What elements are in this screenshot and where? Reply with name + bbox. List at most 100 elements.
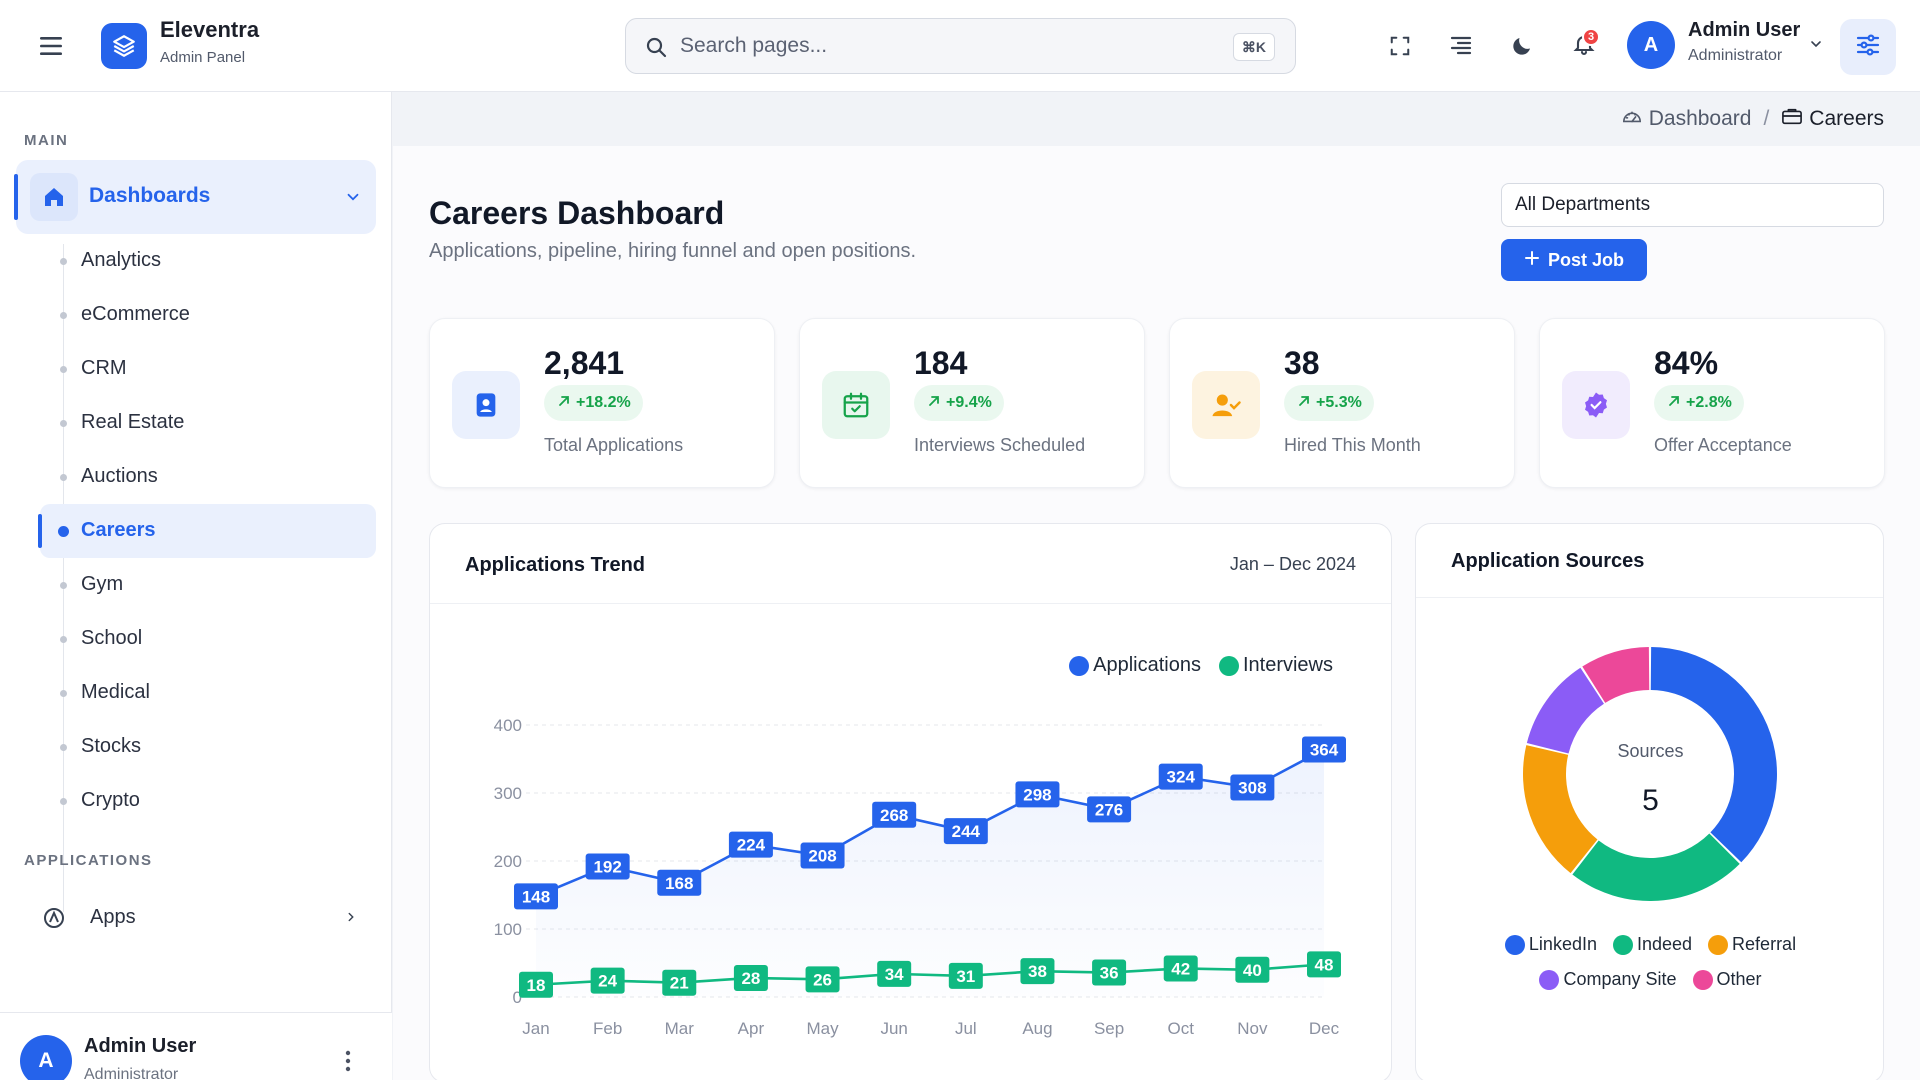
sidebar-item-label: Careers xyxy=(81,519,156,541)
sidebar-item-ecommerce[interactable]: eCommerce xyxy=(40,288,376,342)
sidebar-item-label: Analytics xyxy=(81,249,162,271)
breadcrumb-current: Careers xyxy=(1781,106,1884,132)
legend-dot xyxy=(1692,969,1713,990)
sidebar: MAIN Dashboards Analytics eCommerce CRM … xyxy=(0,92,392,1080)
data-label: 192 xyxy=(593,857,621,876)
sidebar-item-medical[interactable]: Medical xyxy=(40,666,376,720)
stat-change: +9.4% xyxy=(946,394,992,411)
user-check-icon xyxy=(1192,371,1260,439)
data-point xyxy=(805,966,840,993)
legend-label: Applications xyxy=(1093,654,1201,676)
sidebar-item-crypto[interactable]: Crypto xyxy=(40,774,376,828)
stat-label: Hired This Month xyxy=(1284,435,1421,455)
chevron-down-icon xyxy=(344,188,362,211)
legend-label: Interviews xyxy=(1242,654,1333,676)
stat-change-badge: +9.4% xyxy=(914,385,1004,421)
sidebar-item-label: Dashboards xyxy=(89,184,211,207)
legend-item[interactable]: Referral xyxy=(1708,934,1796,955)
data-label: 38 xyxy=(1028,962,1047,981)
data-point xyxy=(1235,956,1270,983)
settings-button[interactable] xyxy=(1840,19,1896,75)
search-icon xyxy=(644,35,668,64)
data-label: 276 xyxy=(1095,800,1123,819)
x-tick-label: May xyxy=(806,1019,839,1038)
footer-user-role: Administrator xyxy=(84,1066,179,1080)
notifications-button[interactable]: 3 xyxy=(1566,28,1602,64)
sliders-icon xyxy=(1855,33,1881,62)
sidebar-item-label: Real Estate xyxy=(81,411,185,433)
trend-up-icon xyxy=(1296,393,1312,414)
sidebar-item-dashboards[interactable]: Dashboards xyxy=(14,160,376,234)
breadcrumb-separator: / xyxy=(1763,107,1770,130)
stat-change-badge: +2.8% xyxy=(1654,385,1744,421)
section-label-applications: APPLICATIONS xyxy=(24,852,153,869)
donut-center-label: Sources xyxy=(1617,741,1684,761)
legend-item[interactable]: Interviews xyxy=(1218,654,1333,677)
legend-dot xyxy=(1708,934,1729,955)
align-icon[interactable] xyxy=(1443,28,1479,64)
sidebar-item-school[interactable]: School xyxy=(40,612,376,666)
stat-change: +5.3% xyxy=(1316,394,1362,411)
gauge-icon xyxy=(1621,106,1643,132)
sidebar-item-apps[interactable]: Apps xyxy=(0,898,392,938)
donut-chart xyxy=(1523,647,1777,901)
legend-item[interactable]: Applications xyxy=(1069,654,1201,677)
legend-label: Referral xyxy=(1732,934,1797,954)
chevron-down-icon[interactable] xyxy=(1808,36,1824,57)
avatar[interactable]: A xyxy=(20,1035,72,1080)
data-label: 34 xyxy=(885,965,904,984)
stat-change-badge: +18.2% xyxy=(544,385,643,421)
sidebar-item-careers[interactable]: Careers xyxy=(38,504,376,558)
post-job-button[interactable]: Post Job xyxy=(1501,239,1647,281)
sidebar-item-stocks[interactable]: Stocks xyxy=(40,720,376,774)
data-point xyxy=(1015,781,1060,808)
stat-change-badge: +5.3% xyxy=(1284,385,1374,421)
sidebar-item-auctions[interactable]: Auctions xyxy=(40,450,376,504)
data-point xyxy=(1230,774,1275,801)
avatar[interactable]: A xyxy=(1627,21,1675,69)
y-tick-label: 0 xyxy=(513,988,522,1007)
fullscreen-icon[interactable] xyxy=(1382,28,1418,64)
department-select[interactable]: All Departments xyxy=(1501,183,1884,227)
chevron-right-icon xyxy=(344,910,358,929)
data-point xyxy=(519,971,553,998)
legend-item[interactable]: Indeed xyxy=(1612,934,1692,955)
date-range: Jan – Dec 2024 xyxy=(1229,554,1356,574)
page-title: Careers Dashboard xyxy=(429,195,725,231)
home-icon xyxy=(30,173,78,221)
data-point xyxy=(1092,959,1127,986)
brand-logo[interactable] xyxy=(101,23,147,69)
sidebar-item-crm[interactable]: CRM xyxy=(40,342,376,396)
tree-line xyxy=(63,244,64,912)
header-user-role: Administrator xyxy=(1688,47,1783,64)
data-label: 168 xyxy=(665,874,693,893)
legend-dot xyxy=(1612,934,1633,955)
sidebar-item-gym[interactable]: Gym xyxy=(40,558,376,612)
bullet xyxy=(60,474,67,481)
stat-label: Interviews Scheduled xyxy=(914,435,1086,455)
legend-dot xyxy=(1069,655,1090,676)
chart-legend: Applications Interviews xyxy=(1069,654,1333,677)
top-header: Eleventra Admin Panel ⌘K 3 A Admin User … xyxy=(0,0,1920,92)
footer-user-name: Admin User xyxy=(84,1035,197,1057)
breadcrumb-link[interactable]: Dashboard xyxy=(1648,107,1752,130)
header-user-name[interactable]: Admin User xyxy=(1688,19,1801,41)
menu-icon[interactable] xyxy=(34,30,68,62)
moon-icon[interactable] xyxy=(1504,28,1540,64)
legend-item[interactable]: LinkedIn xyxy=(1504,934,1597,955)
breadcrumb-dashboard[interactable]: Dashboard xyxy=(1621,106,1752,132)
stat-change: +2.8% xyxy=(1686,394,1732,411)
more-vertical-icon[interactable] xyxy=(336,1043,360,1079)
x-tick-label: Oct xyxy=(1168,1019,1195,1038)
sidebar-item-real-estate[interactable]: Real Estate xyxy=(40,396,376,450)
trend-up-icon xyxy=(556,393,572,414)
sidebar-item-analytics[interactable]: Analytics xyxy=(40,234,376,288)
data-point xyxy=(1307,951,1341,978)
data-label: 244 xyxy=(952,822,981,841)
legend-item[interactable]: Other xyxy=(1692,969,1762,990)
card-title: Application Sources xyxy=(1451,550,1645,572)
data-label: 24 xyxy=(598,972,617,991)
legend-item[interactable]: Company Site xyxy=(1539,969,1677,990)
x-tick-label: Nov xyxy=(1237,1019,1268,1038)
search-input[interactable] xyxy=(680,29,1200,63)
